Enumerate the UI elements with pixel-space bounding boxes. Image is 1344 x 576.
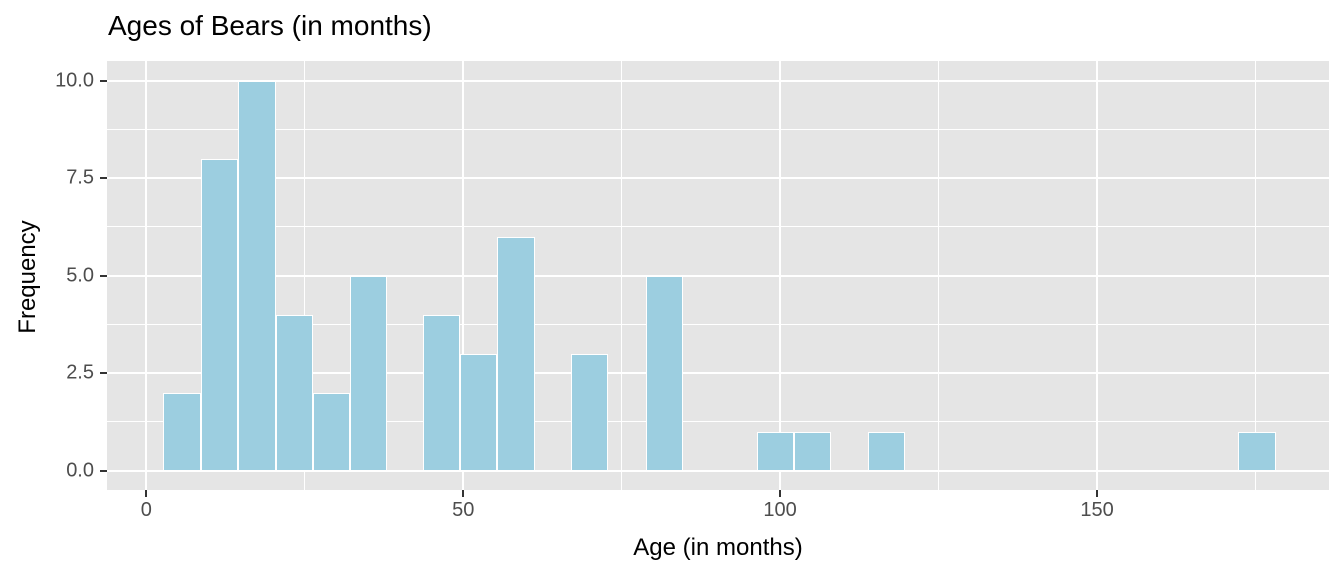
histogram-bar [645,275,684,471]
histogram-bar [200,158,239,471]
gridline-minor-h [107,421,1329,423]
gridline-major-v [462,61,465,490]
gridline-minor-h [107,226,1329,228]
gridline-minor-h [107,323,1329,325]
histogram-bar [1238,431,1276,471]
gridline-major-h [107,274,1329,277]
histogram-bar [756,431,795,471]
histogram-bar [794,431,832,471]
gridline-major-h [107,372,1329,374]
histogram-bar [497,236,535,471]
y-tick-mark [100,79,107,82]
x-tick-mark [462,490,465,497]
histogram-bar [275,314,313,471]
histogram-bar [570,353,609,471]
gridline-major-v [1096,61,1099,490]
x-tick-label: 150 [1080,499,1114,521]
x-tick-mark [1096,490,1099,497]
y-tick-label: 10.0 [55,69,94,91]
histogram-bar [238,80,276,471]
y-tick-label: 2.5 [66,361,94,384]
histogram-bar [460,353,498,471]
gridline-minor-h [107,128,1329,130]
histogram-bar [422,314,461,471]
gridline-major-v [779,61,782,490]
gridline-major-h [107,177,1329,179]
histogram-bar [312,392,350,471]
gridline-major-h [107,79,1329,82]
y-tick-mark [100,469,107,472]
y-tick-mark [100,372,107,374]
y-tick-label: 0.0 [66,459,94,481]
histogram-bar [349,275,388,471]
y-tick-mark [100,177,107,179]
histogram-bar [867,431,905,471]
gridline-major-h [107,469,1329,472]
x-tick-mark [779,490,782,497]
x-tick-label: 100 [763,499,797,521]
y-tick-label: 7.5 [66,166,94,189]
y-tick-label: 5.0 [66,264,94,286]
chart-title: Ages of Bears (in months) [108,10,432,41]
x-axis-title: Age (in months) [633,534,803,561]
x-tick-label: 0 [140,499,152,521]
x-tick-label: 50 [452,499,475,521]
x-tick-mark [145,490,148,497]
gridline-major-v [145,61,148,490]
y-tick-mark [100,274,107,277]
histogram-bar [163,392,201,471]
plot-panel [107,61,1329,490]
